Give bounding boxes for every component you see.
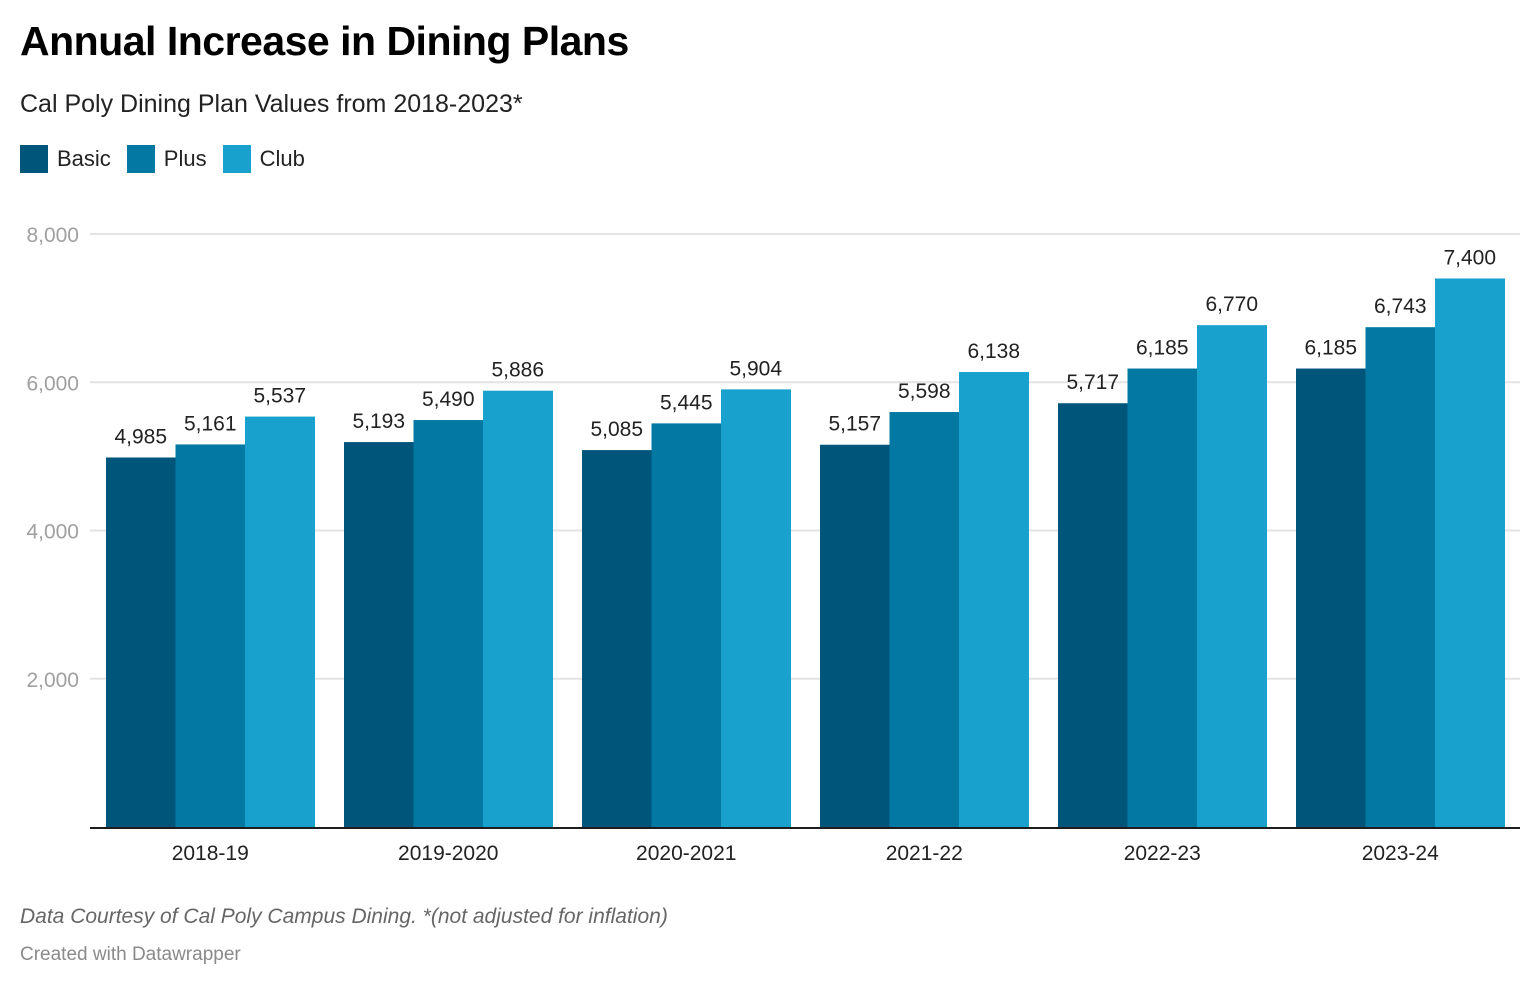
y-tick-label: 4,000: [26, 521, 79, 544]
y-tick-label: 8,000: [26, 224, 79, 247]
bar-club: [1435, 278, 1505, 828]
legend-swatch-club: [222, 145, 251, 173]
value-label: 5,886: [491, 359, 544, 382]
value-label: 5,161: [184, 412, 237, 435]
bar-plus: [413, 420, 484, 827]
value-label: 6,743: [1374, 295, 1427, 318]
bar-plus: [651, 423, 722, 827]
bars: [106, 278, 1505, 828]
value-label: 4,985: [114, 425, 167, 448]
chart-title: Annual Increase in Dining Plans: [20, 18, 629, 64]
value-label: 5,193: [352, 410, 405, 433]
legend-swatch-plus: [126, 145, 155, 173]
value-label: 5,445: [660, 391, 713, 414]
bar-basic: [1058, 403, 1128, 827]
legend: Basic Plus Club: [20, 145, 305, 173]
value-label: 6,138: [967, 340, 1020, 363]
value-label: 7,400: [1443, 246, 1496, 269]
bar-plus: [889, 412, 960, 827]
x-axis-labels: 2018-19 2019-2020 2020-2021 2021-22 2022-23 2…: [172, 842, 1439, 865]
bar-plus: [1365, 327, 1436, 827]
bar-club: [483, 390, 553, 827]
gridlines: [90, 233, 1520, 680]
bar-club: [1197, 325, 1267, 827]
value-label: 5,904: [729, 357, 782, 380]
value-label: 5,490: [422, 388, 475, 411]
legend-label-basic: Basic: [57, 146, 111, 171]
x-tick-label: 2022-23: [1124, 842, 1201, 865]
legend-item-club: Club: [222, 145, 305, 173]
bar-plus: [1127, 368, 1198, 827]
value-labels: 4,985 5,161 5,537 5,193 5,490 5,886 5,085 5,445…: [114, 246, 1496, 448]
value-label: 5,598: [898, 380, 951, 403]
y-axis-ticks: 2,000 4,000 6,000 8,000: [26, 224, 79, 692]
byline: Created with Datawrapper: [20, 944, 241, 965]
bar-club: [245, 416, 315, 827]
bar-basic: [344, 442, 414, 827]
value-label: 5,085: [590, 418, 643, 441]
value-label: 5,537: [253, 385, 306, 408]
legend-label-plus: Plus: [163, 146, 207, 171]
chart-subtitle: Cal Poly Dining Plan Values from 2018-20…: [20, 90, 523, 118]
y-tick-label: 6,000: [26, 372, 79, 395]
x-tick-label: 2021-22: [886, 842, 963, 865]
legend-item-basic: Basic: [20, 145, 111, 173]
value-label: 6,185: [1136, 337, 1189, 360]
x-tick-label: 2019-2020: [398, 842, 498, 865]
bar-basic: [582, 450, 652, 827]
legend-label-club: Club: [259, 146, 305, 171]
legend-item-plus: Plus: [126, 145, 207, 173]
bar-basic: [820, 444, 890, 827]
bar-plus: [175, 444, 246, 827]
bar-basic: [106, 457, 176, 827]
x-tick-label: 2023-24: [1362, 842, 1439, 865]
y-tick-label: 2,000: [26, 669, 79, 692]
legend-swatch-basic: [20, 145, 48, 173]
bar-basic: [1296, 368, 1366, 827]
value-label: 6,185: [1304, 337, 1357, 360]
x-tick-label: 2020-2021: [636, 842, 736, 865]
bar-club: [959, 372, 1029, 827]
value-label: 5,157: [828, 413, 881, 436]
source-notes: Data Courtesy of Cal Poly Campus Dining.…: [20, 905, 668, 928]
value-label: 6,770: [1205, 293, 1258, 316]
value-label: 5,717: [1066, 371, 1119, 394]
x-tick-label: 2018-19: [172, 842, 249, 865]
bar-club: [721, 389, 791, 827]
